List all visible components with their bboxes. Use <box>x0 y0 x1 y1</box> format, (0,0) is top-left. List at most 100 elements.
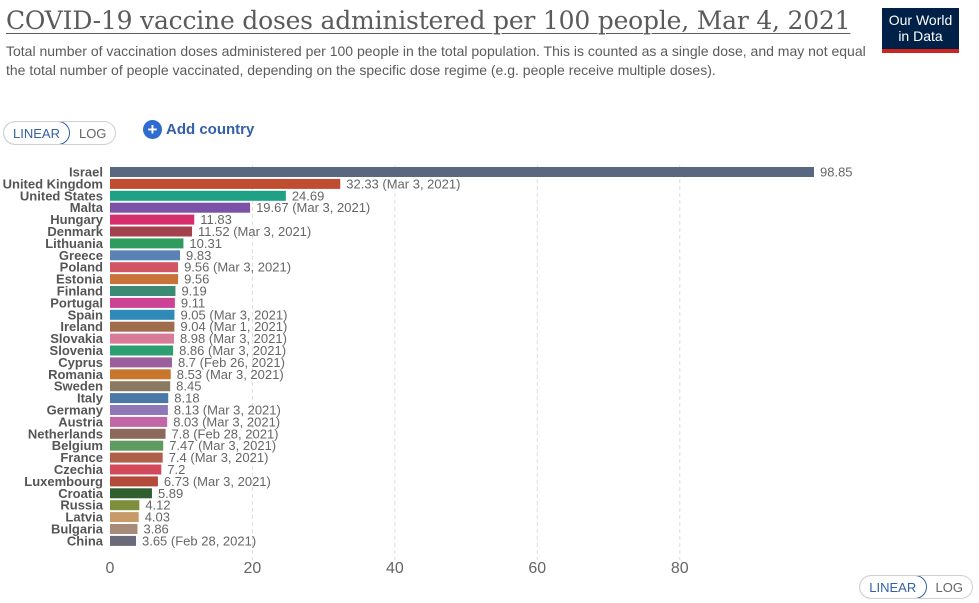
bar[interactable] <box>110 428 166 439</box>
linear-scale-button-bottom[interactable]: LINEAR <box>860 576 927 598</box>
country-label: Ireland <box>60 319 103 334</box>
linear-scale-button[interactable]: LINEAR <box>4 122 70 144</box>
value-label: 4.03 <box>145 510 170 525</box>
logo-line-2: in Data <box>898 28 943 44</box>
bar[interactable] <box>110 286 176 296</box>
bar[interactable] <box>110 297 175 308</box>
bar-row[interactable]: United Kingdom 32.33 (Mar 3, 2021) <box>3 176 461 191</box>
country-label: Belgium <box>52 438 103 453</box>
bar-row[interactable]: Poland 9.56 (Mar 3, 2021) <box>60 260 291 275</box>
bar[interactable] <box>110 167 814 177</box>
country-label: Bulgaria <box>51 522 104 537</box>
country-label: United Kingdom <box>3 176 103 191</box>
chart-subtitle: Total number of vaccination doses admini… <box>6 43 866 78</box>
bar[interactable] <box>110 226 193 237</box>
bar-row[interactable]: Denmark 11.52 (Mar 3, 2021) <box>47 224 311 239</box>
bar-row[interactable]: France 7.4 (Mar 3, 2021) <box>60 450 268 465</box>
country-label: Cyprus <box>58 355 103 370</box>
bar[interactable] <box>110 333 174 344</box>
bar-row[interactable]: Italy 8.18 <box>77 391 200 406</box>
value-label: 19.67 (Mar 3, 2021) <box>256 200 370 215</box>
bar[interactable] <box>110 369 171 380</box>
value-label: 7.2 <box>167 462 185 477</box>
bar-row[interactable]: Croatia 5.89 <box>58 486 183 501</box>
bar-row[interactable]: United States 24.69 <box>20 188 324 203</box>
bar[interactable] <box>110 238 184 249</box>
bar-row[interactable]: Portugal 9.11 <box>50 295 205 310</box>
bar[interactable] <box>110 464 162 475</box>
bar-row[interactable]: Sweden 8.45 <box>54 379 202 394</box>
bar[interactable] <box>110 535 136 546</box>
bar-row[interactable]: Russia 4.12 <box>60 498 170 513</box>
bar-row[interactable]: Slovakia 8.98 (Mar 3, 2021) <box>50 331 287 346</box>
bar-row[interactable]: Belgium 7.47 (Mar 3, 2021) <box>52 438 276 453</box>
bar[interactable] <box>110 381 171 392</box>
value-label: 8.7 (Feb 26, 2021) <box>178 355 285 370</box>
bar-row[interactable]: Ireland 9.04 (Mar 1, 2021) <box>60 319 287 334</box>
bar[interactable] <box>110 500 140 511</box>
bar[interactable] <box>110 393 169 404</box>
bar[interactable] <box>110 440 164 451</box>
value-label: 98.85 <box>820 165 853 180</box>
country-label: Croatia <box>58 486 104 501</box>
bar-row[interactable]: Romania 8.53 (Mar 3, 2021) <box>48 367 284 382</box>
log-scale-button-bottom[interactable]: LOG <box>935 579 963 595</box>
bar[interactable] <box>110 321 175 332</box>
bar[interactable] <box>110 345 174 356</box>
country-label: Greece <box>59 248 103 263</box>
bar[interactable] <box>110 476 158 487</box>
country-label: Russia <box>60 498 103 513</box>
bar-row[interactable]: China 3.65 (Feb 28, 2021) <box>67 533 256 548</box>
bar[interactable] <box>110 250 181 261</box>
bar[interactable] <box>110 214 195 225</box>
bar-row[interactable]: Cyprus 8.7 (Feb 26, 2021) <box>58 355 285 370</box>
owid-logo[interactable]: Our World in Data <box>882 8 959 53</box>
bar-row[interactable]: Slovenia 8.86 (Mar 3, 2021) <box>50 343 287 358</box>
bar[interactable] <box>110 202 251 213</box>
bar[interactable] <box>110 190 286 201</box>
bar[interactable] <box>110 274 179 285</box>
bar-row[interactable]: Germany 8.13 (Mar 3, 2021) <box>47 403 281 418</box>
bar[interactable] <box>110 262 179 273</box>
country-label: Czechia <box>54 462 104 477</box>
bar-row[interactable]: Malta 19.67 (Mar 3, 2021) <box>70 200 371 215</box>
log-scale-button[interactable]: LOG <box>78 125 107 141</box>
value-label: 8.53 (Mar 3, 2021) <box>177 367 284 382</box>
country-label: Sweden <box>54 379 103 394</box>
value-label: 9.56 (Mar 3, 2021) <box>184 260 291 275</box>
value-label: 8.03 (Mar 3, 2021) <box>173 414 280 429</box>
bar-row[interactable]: Hungary 11.83 <box>50 212 232 227</box>
value-label: 9.11 <box>181 295 205 310</box>
bar-row[interactable]: Austria 8.03 (Mar 3, 2021) <box>58 414 280 429</box>
bar-row[interactable]: Bulgaria 3.86 <box>51 522 169 537</box>
bar-row[interactable]: Spain 9.05 (Mar 3, 2021) <box>68 307 288 322</box>
bar-row[interactable]: Luxembourg 6.73 (Mar 3, 2021) <box>24 474 271 489</box>
value-label: 6.73 (Mar 3, 2021) <box>164 474 271 489</box>
bar[interactable] <box>110 405 168 415</box>
bar-row[interactable]: Estonia 9.56 <box>56 272 209 287</box>
bar-row[interactable]: Greece 9.83 <box>59 248 211 263</box>
bar-row[interactable]: Finland 9.19 <box>57 284 207 299</box>
x-tick-label: 60 <box>528 560 546 577</box>
value-label: 11.83 <box>200 212 232 227</box>
bar-row[interactable]: Netherlands 7.8 (Feb 28, 2021) <box>28 426 279 441</box>
bar[interactable] <box>110 488 152 499</box>
value-label: 10.31 <box>189 236 222 251</box>
bar[interactable] <box>110 309 175 320</box>
country-label: Poland <box>60 260 103 275</box>
bar-row[interactable]: Latvia 4.03 <box>65 510 170 525</box>
add-country-button[interactable]: + Add country <box>143 120 254 139</box>
bar-row[interactable]: Czechia 7.2 <box>54 462 185 477</box>
value-label: 8.86 (Mar 3, 2021) <box>179 343 286 358</box>
bar[interactable] <box>110 524 138 534</box>
bar[interactable] <box>110 452 163 463</box>
bar[interactable] <box>110 357 172 368</box>
bar[interactable] <box>110 512 139 523</box>
country-label: China <box>67 533 104 548</box>
bar[interactable] <box>110 178 341 189</box>
bar[interactable] <box>110 416 168 427</box>
bar-row[interactable]: Lithuania 10.31 <box>45 236 222 251</box>
value-label: 7.4 (Mar 3, 2021) <box>169 450 269 465</box>
plus-circle-icon: + <box>143 120 162 139</box>
bar-row[interactable]: Israel 98.85 <box>69 165 853 180</box>
